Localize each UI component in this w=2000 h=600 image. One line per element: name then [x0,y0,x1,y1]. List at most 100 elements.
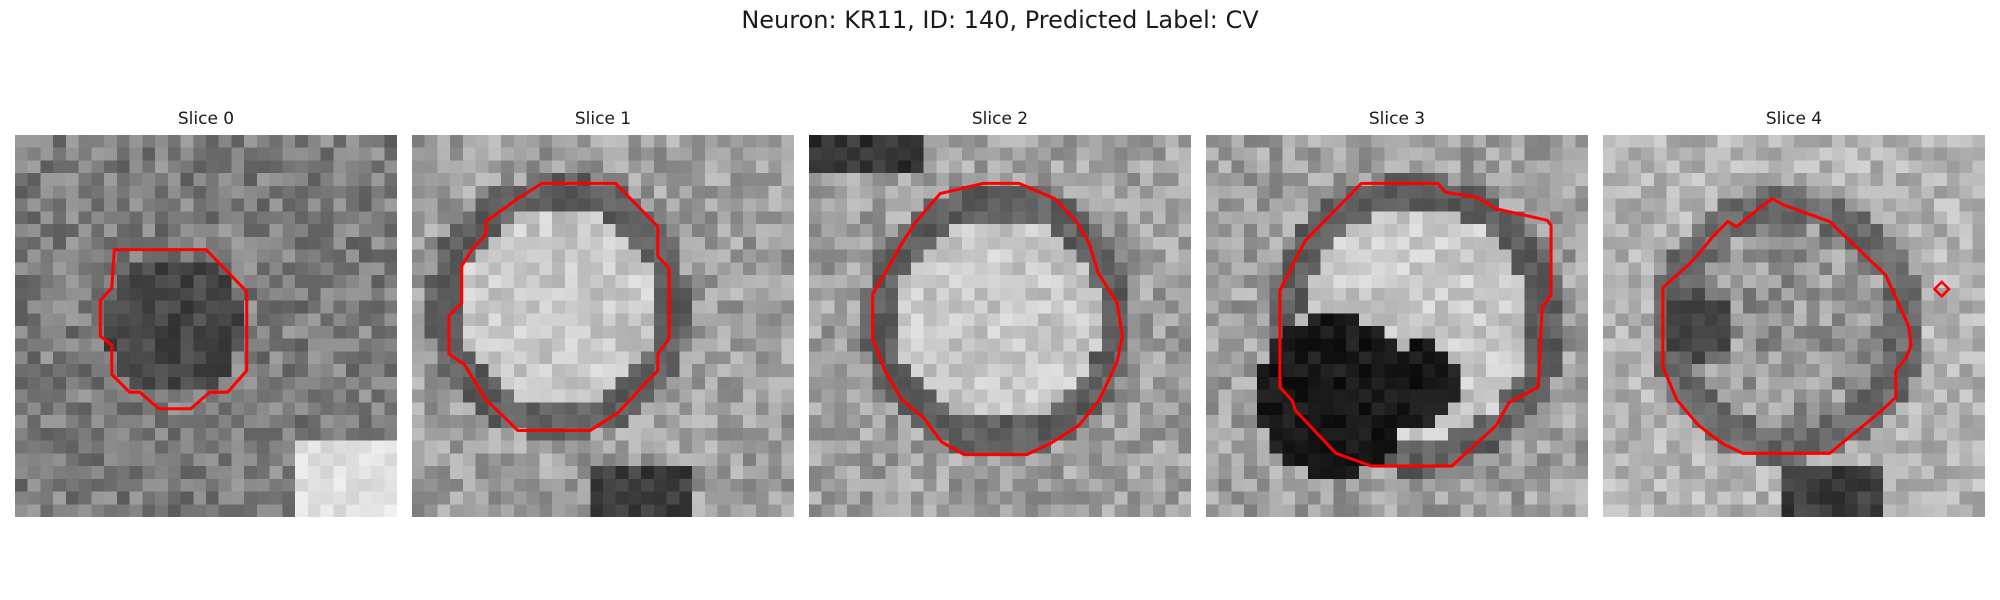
pixel [65,466,79,480]
pixel [307,224,321,238]
pixel [564,313,578,327]
pixel [180,440,194,454]
pixel [1447,402,1461,416]
pixel [1562,236,1576,250]
pixel [847,351,861,365]
pixel [1781,415,1795,429]
pixel [1717,173,1731,187]
pixel [1012,427,1026,441]
pixel [1511,300,1525,314]
pixel [539,466,553,480]
pixel [1397,300,1410,314]
pixel [1870,326,1884,339]
pixel [834,211,848,225]
pixel [743,262,757,276]
pixel [256,376,270,390]
pixel [1755,236,1769,250]
pixel [1549,364,1563,378]
pixel [1244,491,1258,505]
pixel [987,198,1001,212]
pixel [333,491,347,505]
pixel [987,351,1001,365]
pixel [755,466,769,480]
pixel [1562,300,1576,314]
pixel [1946,504,1960,517]
pixel [1781,313,1795,327]
pixel [1946,211,1960,225]
pixel [1435,364,1449,378]
pixel [307,300,321,314]
pixel [412,300,425,314]
pixel [40,326,54,339]
pixel [1333,300,1347,314]
pixel [1934,389,1948,403]
pixel [603,275,616,289]
pixel [142,466,156,480]
pixel [488,211,502,225]
pixel [526,173,540,187]
pixel [1806,147,1820,161]
pixel [450,326,464,339]
pixel [1140,185,1154,199]
pixel [193,351,207,365]
pixel [821,504,835,517]
pixel [755,440,769,454]
pixel [717,198,731,212]
pixel [1972,402,1985,416]
pixel [1089,491,1103,505]
pixel [193,466,207,480]
pixel [1038,326,1052,339]
pixel [142,376,156,390]
pixel [1101,198,1115,212]
pixel [1781,504,1795,517]
pixel [1256,160,1270,174]
pixel [412,287,425,301]
pixel [1498,211,1512,225]
pixel [898,313,912,327]
pixel [755,211,769,225]
pixel [1231,402,1245,416]
pixel [847,466,861,480]
pixel [1524,262,1538,276]
pixel [91,185,105,199]
pixel [809,427,822,441]
pixel [1025,326,1039,339]
pixel [1908,173,1922,187]
pixel [872,453,886,467]
pixel [27,491,41,505]
pixel [1050,504,1064,517]
pixel [885,275,899,289]
pixel [129,185,143,199]
pixel [730,364,744,378]
pixel [1575,211,1588,225]
pixel [1397,147,1410,161]
pixel [218,224,232,238]
pixel [450,415,464,429]
pixel [974,160,988,174]
pixel [1050,198,1064,212]
pixel [1844,491,1858,505]
pixel [834,364,848,378]
pixel [346,440,360,454]
pixel [333,351,347,365]
pixel [1063,300,1077,314]
pixel [129,236,143,250]
pixel [1320,185,1334,199]
pixel [1857,275,1871,289]
pixel [1819,313,1833,327]
pixel [1717,351,1731,365]
pixel [488,198,502,212]
pixel [1371,224,1385,238]
pixel [590,300,604,314]
pixel [218,402,232,416]
pixel [1025,313,1039,327]
pixel [987,389,1001,403]
pixel [1549,300,1563,314]
pixel [129,338,143,352]
pixel [1704,287,1718,301]
pixel [1384,135,1398,148]
pixel [193,440,207,454]
pixel [53,466,67,480]
pixel [1921,338,1935,352]
pixel [1562,249,1576,263]
